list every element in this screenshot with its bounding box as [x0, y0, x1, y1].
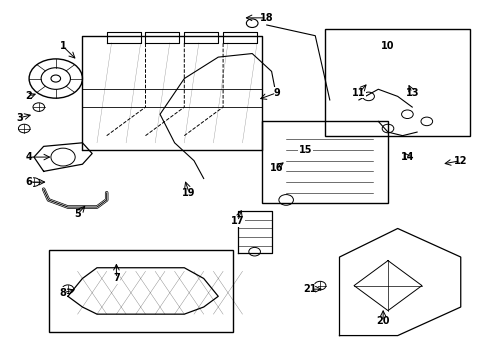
Text: 5: 5	[74, 209, 81, 219]
Text: 3: 3	[16, 113, 23, 123]
Text: 14: 14	[400, 152, 413, 162]
Text: 18: 18	[259, 13, 273, 23]
Text: 6: 6	[26, 177, 32, 187]
Text: 10: 10	[380, 41, 394, 51]
Bar	[261, 121, 387, 203]
Text: 9: 9	[272, 88, 279, 98]
Text: 11: 11	[351, 88, 365, 98]
Text: 20: 20	[376, 316, 389, 326]
Text: 15: 15	[298, 145, 312, 155]
Text: 21: 21	[303, 284, 317, 294]
Text: 7: 7	[113, 273, 120, 283]
Text: 4: 4	[26, 152, 32, 162]
Text: 19: 19	[182, 188, 196, 198]
Text: 13: 13	[405, 88, 418, 98]
Bar	[324, 29, 469, 136]
Text: 8: 8	[60, 288, 66, 298]
Text: 1: 1	[60, 41, 66, 51]
Text: 16: 16	[269, 163, 283, 173]
Bar	[48, 250, 232, 332]
Text: 12: 12	[453, 156, 467, 166]
Text: 17: 17	[230, 216, 244, 226]
Text: 2: 2	[26, 91, 32, 101]
